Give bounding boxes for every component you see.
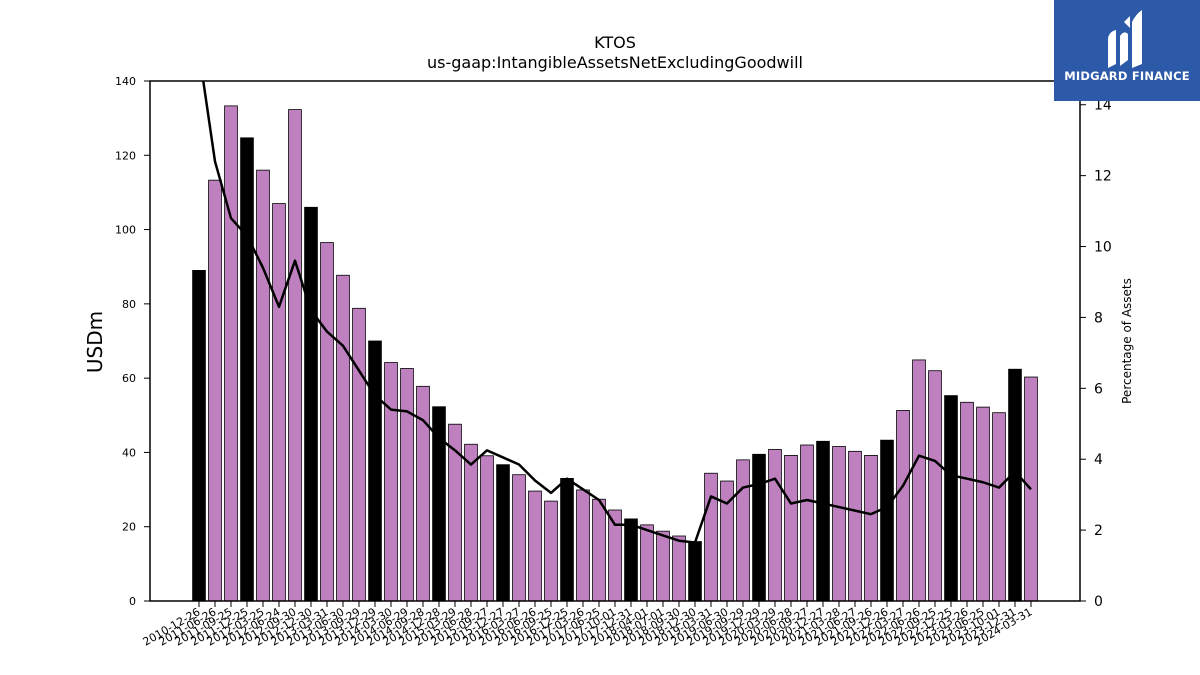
bar	[304, 206, 318, 602]
bar	[528, 490, 542, 602]
bar	[240, 137, 254, 602]
y-tick-label-right: 6	[1094, 381, 1103, 397]
line-series	[202, 81, 1032, 544]
chart-title: KTOS	[594, 33, 636, 52]
bar	[288, 109, 302, 602]
bar	[352, 307, 366, 602]
bar	[400, 368, 414, 602]
y-tick-label-right: 0	[1094, 594, 1103, 610]
bar	[992, 412, 1006, 602]
bar	[944, 395, 958, 602]
y-tick-label-left: 40	[122, 446, 136, 459]
bar	[272, 203, 286, 602]
bar	[816, 440, 830, 602]
chart-subtitle: us-gaap:IntangibleAssetsNetExcludingGood…	[427, 53, 803, 72]
y-tick-label-left: 20	[122, 521, 136, 534]
bar	[336, 274, 350, 602]
bar	[832, 446, 846, 602]
bar	[1008, 368, 1022, 602]
bar	[880, 439, 894, 602]
bar-series	[192, 105, 1038, 602]
x-axis: 2010-12-262011-06-262011-09-252011-12-25…	[141, 601, 1035, 649]
bar	[368, 340, 382, 602]
bar	[864, 454, 878, 602]
line-path	[202, 81, 1032, 544]
bar	[784, 454, 798, 602]
bar	[656, 530, 670, 602]
bar	[848, 450, 862, 602]
y-tick-label-right: 10	[1094, 240, 1112, 256]
y-tick-label-left: 0	[129, 595, 136, 608]
bar	[928, 370, 942, 602]
y-tick-label-right: 2	[1094, 523, 1103, 539]
bar	[576, 489, 590, 602]
y-tick-label-left: 140	[115, 75, 136, 88]
bar	[432, 406, 446, 602]
bar	[688, 541, 702, 602]
brand-logo: MIDGARD FINANCE	[1054, 0, 1200, 101]
y-tick-label-right: 14	[1094, 98, 1112, 114]
bar	[256, 169, 270, 602]
y-tick-label-right: 12	[1094, 169, 1112, 185]
y-axis-right: 0 2 4 6 8 10 12 14	[1080, 98, 1112, 610]
y-tick-label-left: 80	[122, 298, 136, 311]
bar	[976, 406, 990, 602]
bar	[800, 444, 814, 602]
bar	[672, 535, 686, 602]
bar	[592, 498, 606, 602]
bar	[464, 443, 478, 602]
y-tick-label-right: 8	[1094, 310, 1103, 326]
bar	[912, 359, 926, 602]
y-axis-label-left: USDm	[83, 311, 107, 373]
bar	[560, 478, 574, 602]
bar	[544, 500, 558, 602]
bar	[768, 449, 782, 602]
bar	[736, 459, 750, 602]
bar	[384, 362, 398, 602]
bar	[192, 270, 206, 602]
y-tick-label-right: 4	[1094, 452, 1103, 468]
bar	[896, 410, 910, 602]
y-tick-label-left: 120	[115, 149, 136, 162]
brand-name: MIDGARD FINANCE	[1064, 69, 1190, 83]
bar	[624, 518, 638, 602]
bar	[752, 453, 766, 602]
y-tick-label-left: 100	[115, 224, 136, 237]
bar	[512, 474, 526, 602]
y-tick-label-left: 60	[122, 372, 136, 385]
bar	[480, 455, 494, 602]
bar	[208, 179, 222, 602]
y-axis-left: 0 20 40 60 80 100 120 140	[115, 75, 150, 608]
y-axis-label-right: Percentage of Assets	[1120, 278, 1134, 404]
bar	[704, 472, 718, 602]
bar	[320, 242, 334, 602]
bar	[496, 464, 510, 602]
bar	[224, 105, 238, 602]
bar	[960, 401, 974, 602]
bar	[640, 524, 654, 602]
midgard-logo-icon	[1108, 10, 1142, 68]
